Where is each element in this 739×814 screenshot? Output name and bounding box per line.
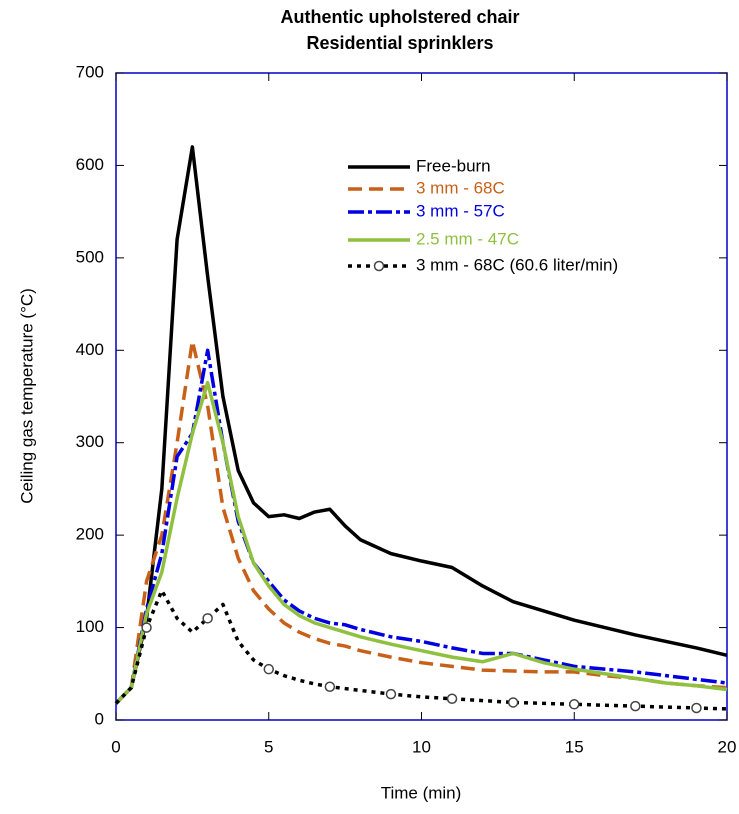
chart-subtitle: Residential sprinklers bbox=[306, 33, 493, 53]
series-line bbox=[114, 348, 728, 705]
point-marker bbox=[569, 699, 580, 710]
point-marker bbox=[446, 693, 458, 704]
legend-label: Free-burn bbox=[416, 156, 491, 175]
point-marker bbox=[202, 613, 213, 624]
x-tick-label: 15 bbox=[565, 737, 584, 756]
y-axis-label: Ceiling gas temperature (°C) bbox=[17, 288, 36, 504]
legend-label: 3 mm - 68C bbox=[416, 178, 505, 197]
point-marker bbox=[385, 688, 397, 700]
point-marker bbox=[141, 622, 152, 633]
x-tick-label: 0 bbox=[111, 737, 120, 756]
series-line bbox=[114, 339, 728, 705]
point-marker bbox=[324, 681, 336, 692]
y-tick-label: 200 bbox=[76, 525, 104, 544]
legend-label: 2.5 mm - 47C bbox=[416, 229, 519, 248]
y-tick-label: 500 bbox=[76, 247, 104, 266]
y-tick-label: 300 bbox=[76, 432, 104, 451]
x-tick-label: 10 bbox=[412, 737, 431, 756]
point-marker bbox=[507, 697, 519, 708]
y-tick-label: 100 bbox=[76, 617, 104, 636]
x-axis-label: Time (min) bbox=[381, 783, 462, 802]
y-tick-label: 400 bbox=[76, 340, 104, 359]
chart-title: Authentic upholstered chair bbox=[280, 7, 519, 27]
x-tick-label: 5 bbox=[264, 737, 273, 756]
point-marker bbox=[263, 663, 274, 675]
x-tick-label: 20 bbox=[718, 737, 737, 756]
legend-label: 3 mm - 68C (60.6 liter/min) bbox=[416, 255, 618, 274]
point-marker bbox=[691, 702, 702, 714]
y-tick-label: 0 bbox=[95, 709, 104, 728]
point-marker bbox=[630, 700, 641, 712]
legend-marker bbox=[373, 260, 385, 272]
series-line bbox=[114, 145, 728, 705]
legend-label: 3 mm - 57C bbox=[416, 201, 505, 220]
y-tick-label: 600 bbox=[76, 155, 104, 174]
y-tick-label: 700 bbox=[76, 62, 104, 81]
series-line bbox=[114, 380, 728, 705]
